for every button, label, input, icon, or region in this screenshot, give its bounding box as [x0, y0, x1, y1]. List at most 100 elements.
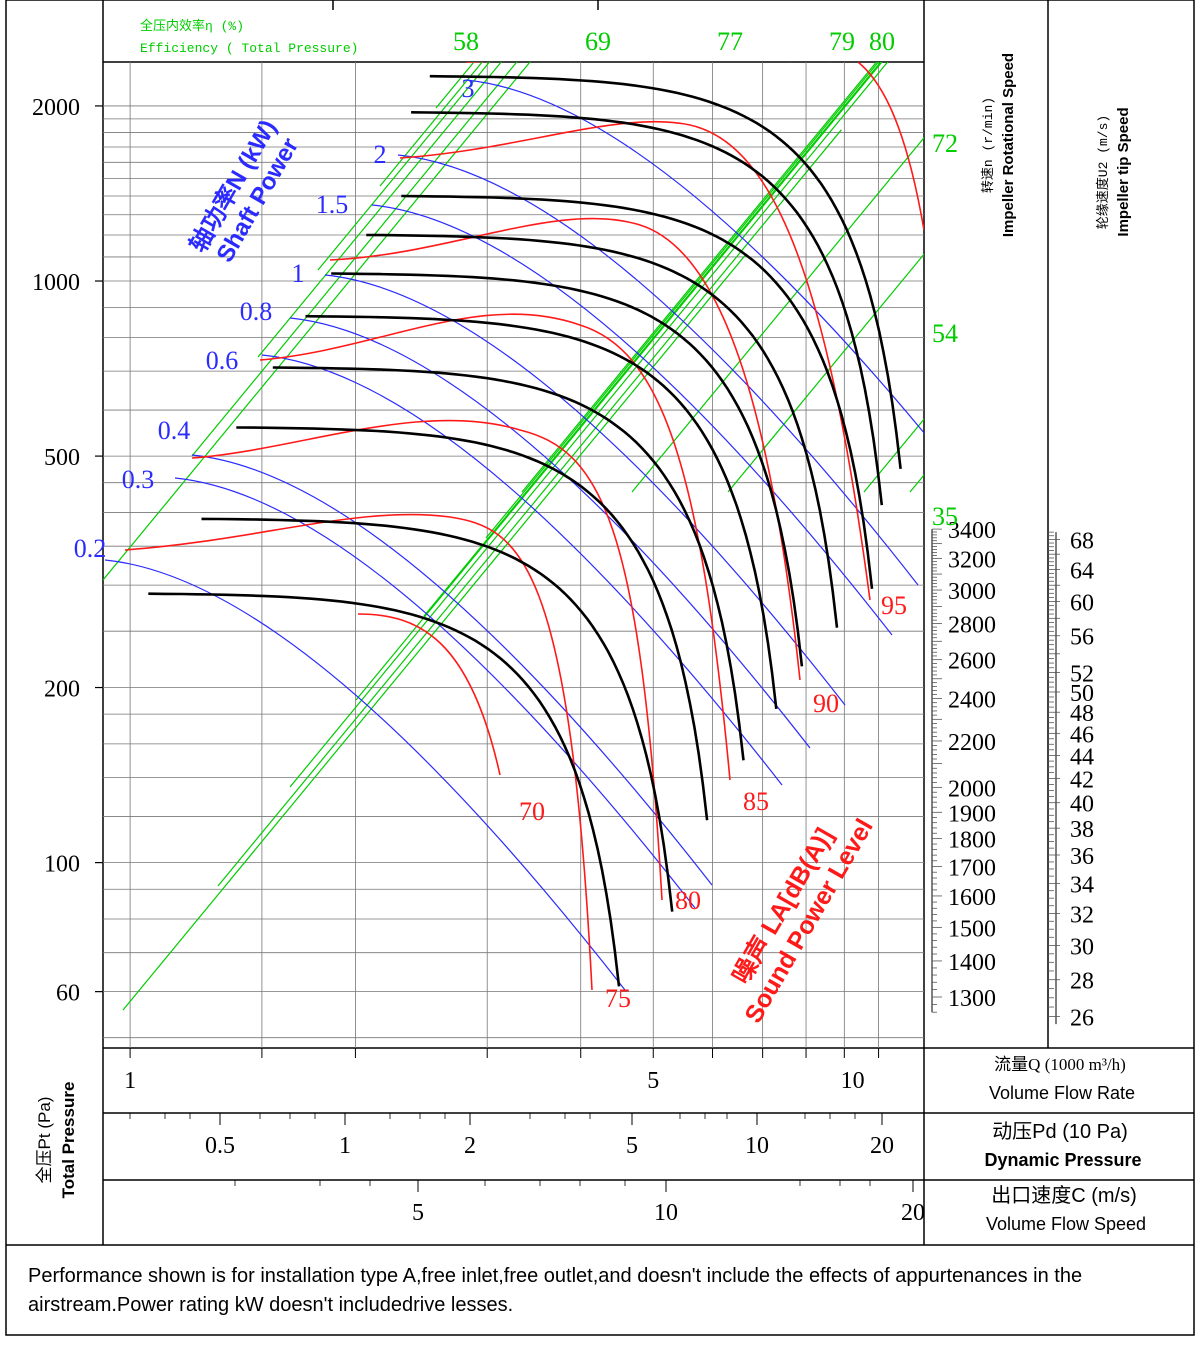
efficiency-line: [858, 62, 859, 63]
bottom-axis-titles: 流量Q (1000 m³/h) Volume Flow Rate 动压Pd (1…: [984, 1055, 1146, 1234]
speed-scale-title: 转速n (r/min) Impeller Rotational Speed: [981, 53, 1017, 237]
speed-tick-label: 1800: [948, 828, 996, 854]
shaft-power-curve: [371, 204, 893, 636]
pressure-tick-label: 200: [44, 677, 80, 703]
tip-tick-label: 32: [1070, 902, 1094, 928]
pressure-curve: [305, 314, 778, 710]
shaft-power-curve: [324, 274, 846, 706]
efficiency-label-en: Efficiency ( Total Pressure): [140, 41, 358, 56]
pressure-axis-ticks: 2000 1000 500 200 100 60: [32, 95, 103, 1007]
speed-tick-label: 1300: [948, 986, 996, 1012]
speed-tick-label: 1900: [948, 801, 996, 827]
tip-tick-label: 50: [1070, 681, 1094, 707]
speed-scale: 3400 3200 3000 2800 2600 2400 2200 200019001800…: [931, 518, 996, 1013]
shaft-power-label: 0.2: [74, 534, 107, 563]
shaft-power-curve: [397, 154, 919, 586]
pressure-curves: [148, 74, 902, 987]
shaft-power-curve: [104, 559, 626, 991]
tip-tick-label: 64: [1070, 558, 1094, 584]
efficiency-line: [217, 129, 842, 887]
pressure-curve: [236, 426, 709, 821]
noise-level-label: 75: [605, 984, 631, 1013]
noise-curve: [857, 62, 924, 231]
efficiency-line: [191, 62, 518, 457]
efficiency-line: [863, 418, 924, 493]
speed-label-zh: 转速n (r/min): [981, 97, 996, 193]
pressure-curve: [366, 233, 839, 628]
footer-note: Performance shown is for installation ty…: [28, 1265, 1083, 1316]
shaft-power-label: 1.5: [316, 190, 349, 219]
tip-tick-label: 52: [1070, 662, 1094, 688]
efficiency-line: [289, 62, 889, 788]
dynamic-label-en: Dynamic Pressure: [984, 1150, 1141, 1170]
pressure-label-zh: 全压Pt (Pa): [35, 1097, 54, 1184]
efficiency-line: [631, 136, 924, 493]
pressure-curve: [429, 74, 902, 470]
noise-title: 噪声 LA[dB(A)] Sound Power Level: [727, 814, 879, 1028]
flow-label-en: Volume Flow Rate: [989, 1083, 1135, 1103]
tip-tick-label: 26: [1070, 1005, 1094, 1031]
pressure-curve: [401, 194, 874, 589]
efficiency-top-label: 80: [869, 27, 895, 56]
speed-tick-label: 2400: [948, 688, 996, 714]
shaft-power-label: 0.6: [206, 346, 239, 375]
efficiency-line: [485, 62, 880, 539]
tip-tick-label: 38: [1070, 817, 1094, 843]
outlet-tick-label: 20: [901, 1200, 925, 1226]
noise-level-label: 90: [813, 689, 839, 718]
noise-curve: [329, 217, 801, 681]
shaft-power-label: 0.8: [240, 297, 273, 326]
noise-curve: [191, 419, 663, 901]
efficiency-top-label: 77: [717, 27, 743, 56]
tip-tick-label: 30: [1070, 934, 1094, 960]
tip-speed-label-zh: 轮缘速度U2 (m/s): [1095, 115, 1111, 229]
speed-tick-label: 2600: [948, 649, 996, 675]
efficiency-line: [317, 62, 491, 271]
tip-tick-label: 56: [1070, 625, 1094, 651]
tip-tick-label: 46: [1070, 722, 1094, 748]
efficiency-right-label: 72: [932, 129, 958, 158]
pressure-axis-title: 全压Pt (Pa) Total Pressure: [35, 1082, 78, 1199]
efficiency-line: [257, 62, 502, 358]
tip-tick-label: 48: [1070, 701, 1094, 727]
tip-tick-label: 44: [1070, 744, 1094, 770]
chart-frame: [5, 0, 1195, 1336]
efficiency-label-zh: 全压内效率η (%): [140, 18, 244, 34]
tip-tick-label: 36: [1070, 844, 1094, 870]
pressure-tick-label: 2000: [32, 95, 80, 121]
pressure-tick-label: 1000: [32, 270, 80, 296]
tip-speed-label-en: Impeller tip Speed: [1115, 107, 1132, 236]
dynamic-label-zh: 动压Pd (10 Pa): [992, 1120, 1128, 1143]
tip-tick-label: 42: [1070, 768, 1094, 794]
bottom-axes: 1 5 10 0.5 1 2 5 10 20 5 10 20: [124, 1048, 925, 1226]
noise-level-label: 80: [675, 886, 701, 915]
pressure-tick-label: 100: [44, 852, 80, 878]
pressure-tick-label: 60: [56, 981, 80, 1007]
speed-tick-label: 1500: [948, 916, 996, 942]
speed-tick-label: 2000: [948, 776, 996, 802]
flow-label-zh: 流量Q (1000 m³/h): [994, 1055, 1126, 1074]
efficiency-top-label: 79: [829, 27, 855, 56]
efficiency-line: [466, 62, 467, 63]
tip-tick-label: 34: [1070, 872, 1094, 898]
speed-tick-label: 2200: [948, 730, 996, 756]
efficiency-line: [355, 62, 883, 701]
shaft-power-curves: [104, 79, 924, 991]
efficiency-right-label: 35: [932, 502, 958, 531]
curve-labels: 58 69 77 79 80 72 54 35 3 2 1.5 1 0.80.6 0.40.3 0.2 95 9…: [74, 27, 958, 1013]
noise-curve: [124, 513, 593, 991]
speed-axis-label-zh: 出口速度C (m/s): [991, 1184, 1137, 1207]
outlet-tick-label: 10: [654, 1200, 678, 1226]
tip-tick-label: 60: [1070, 590, 1094, 616]
tip-tick-label: 40: [1070, 792, 1094, 818]
pressure-label-en: Total Pressure: [59, 1082, 78, 1199]
efficiency-right-label: 54: [932, 319, 958, 348]
efficiency-line: [103, 62, 531, 581]
shaft-power-curve: [289, 317, 811, 749]
speed-label-en: Impeller Rotational Speed: [1000, 53, 1017, 237]
efficiency-line: [727, 253, 924, 493]
noise-curve: [357, 613, 501, 776]
noise-level-label: 70: [519, 797, 545, 826]
